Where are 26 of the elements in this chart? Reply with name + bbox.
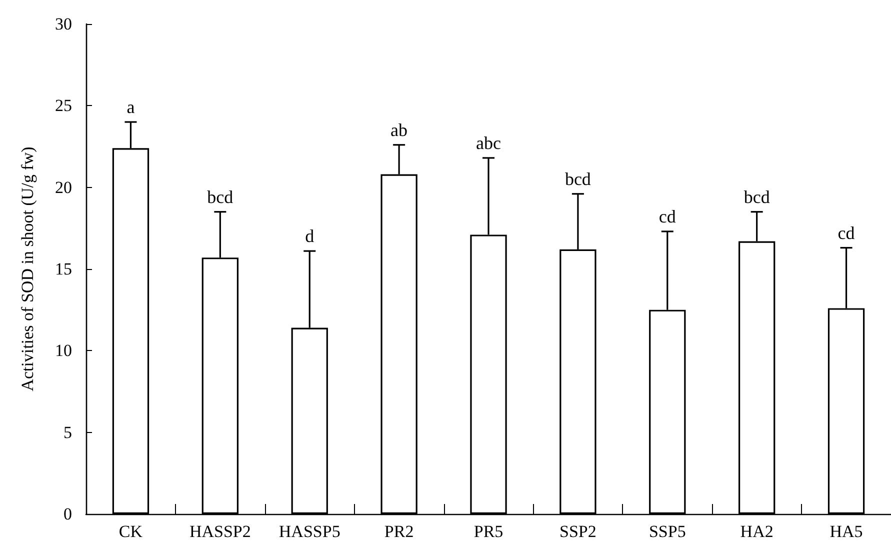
x-tick-label: HASSP5 [278, 522, 340, 541]
x-tick-label: SSP2 [560, 522, 596, 541]
annotation: cd [838, 222, 855, 243]
annotation: bcd [207, 186, 234, 207]
y-axis-title: Activities of SOD in shoot (U/g fw) [18, 146, 37, 392]
annotation: a [126, 97, 135, 117]
x-tick-label: CK [118, 522, 144, 541]
x-tick-label: PR5 [474, 522, 504, 541]
annotation: cd [658, 206, 676, 226]
x-tick-label: HA5 [830, 522, 863, 541]
y-tick-label: 5 [64, 422, 72, 442]
x-tick-label: PR2 [384, 522, 414, 541]
y-tick-label: 30 [55, 14, 72, 34]
annotation: bcd [564, 168, 591, 189]
x-tick-label: SSP5 [648, 522, 686, 541]
y-tick-label: 20 [55, 178, 72, 197]
annotation: bcd [744, 186, 770, 207]
y-tick-label: 10 [55, 341, 72, 360]
y-tick-label: 15 [55, 260, 72, 278]
y-tick-label: 25 [55, 96, 72, 116]
annotation: d [305, 226, 314, 246]
y-tick-label: 0 [64, 504, 72, 524]
annotation: abc [476, 132, 501, 153]
x-tick-label: HA2 [740, 522, 774, 541]
annotation: ab [390, 120, 408, 140]
x-tick-label: HASSP2 [189, 522, 251, 541]
